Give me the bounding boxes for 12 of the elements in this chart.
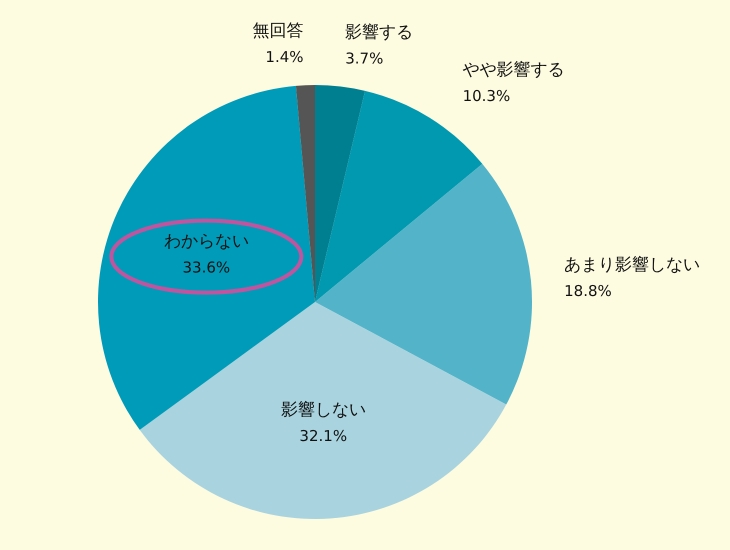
data-label: 33.6% bbox=[182, 258, 230, 277]
slice-label: 無回答 bbox=[252, 20, 304, 41]
slice-label: わからない bbox=[164, 232, 249, 252]
data-label: 3.7% bbox=[345, 49, 384, 68]
slice-label: 影響しない bbox=[280, 400, 366, 420]
data-label: 32.1% bbox=[299, 427, 348, 446]
slice-label: あまり影響しない bbox=[564, 255, 700, 276]
data-label: 1.4% bbox=[265, 48, 304, 66]
slice-label: やや影響する bbox=[462, 60, 565, 80]
data-label: 18.8% bbox=[564, 282, 612, 300]
slice-label: 影響する bbox=[345, 22, 414, 42]
data-label: 10.3% bbox=[462, 86, 510, 105]
